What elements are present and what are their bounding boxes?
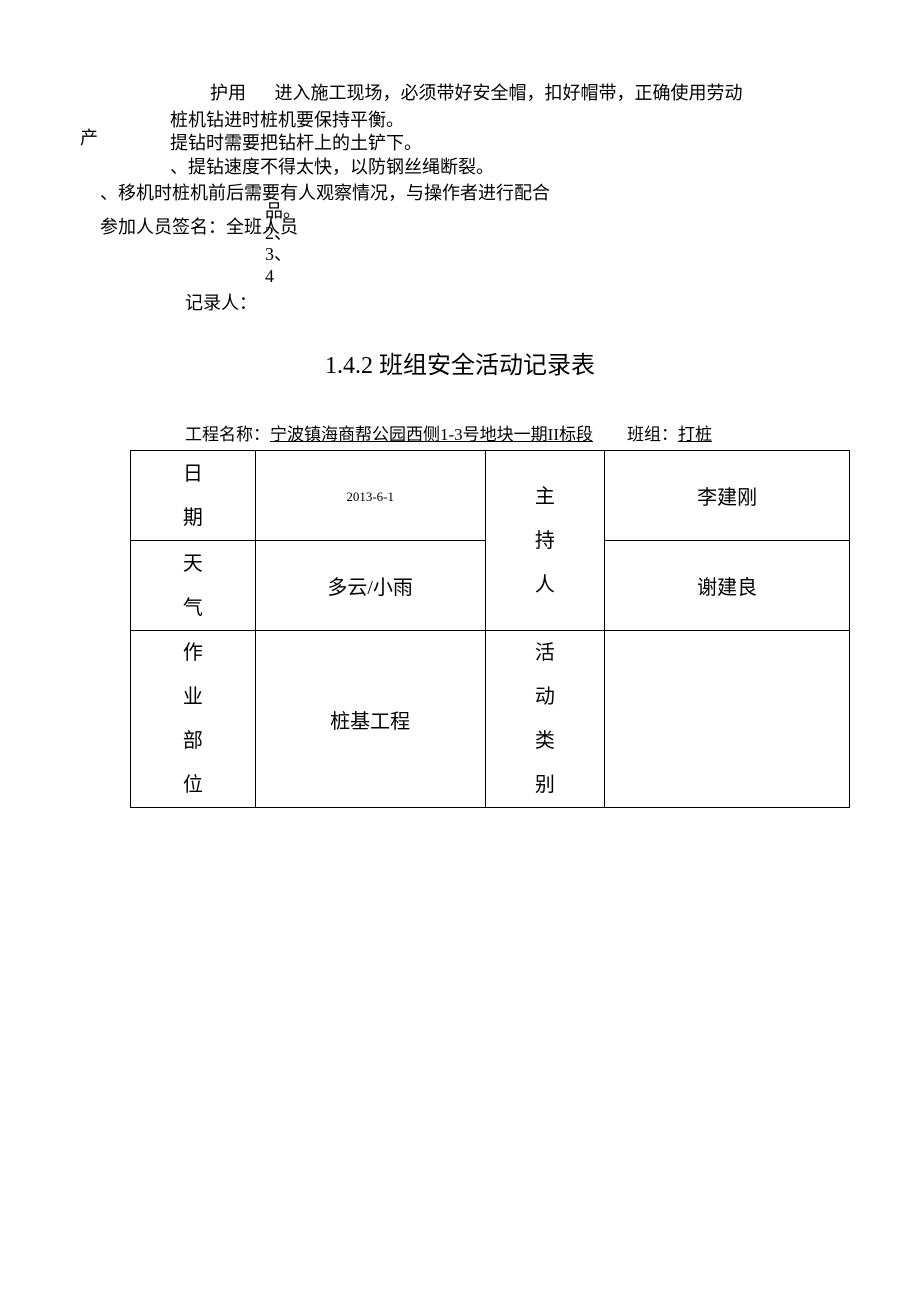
team-value: 打桩 [678,425,712,444]
cell-workpart-label: 作业部位 [131,631,256,808]
weather-label-text: 天气 [131,542,255,630]
cell-host1: 李建刚 [605,451,850,541]
overlap-numbers: 品。 2、 3、 4 [265,201,301,287]
project-value: 宁波镇海商帮公园西侧1-3号地块一期II标段 [270,425,593,444]
cell-activity-value [605,631,850,808]
item5: 、移机时桩机前后需要有人观察情况，与操作者进行配合 [100,179,820,205]
overlap4: 4 [265,266,301,288]
chan: 产 [80,127,98,150]
table-row: 作业部位 桩基工程 活动类别 [131,631,850,808]
cell-workpart-value: 桩基工程 [255,631,485,808]
lines-2-4: 产 品。 2、 3、 4 桩机钻进时桩机要保持平衡。 提钻时需要把钻杆上的土铲下… [100,109,820,179]
workpart-label-text: 作业部位 [131,631,255,807]
date-label-text: 日期 [131,452,255,540]
overlap1: 品。 [265,201,301,223]
table-row: 日期 2013-6-1 主持人 李建刚 [131,451,850,541]
signature-line: 参加人员签名：全班人员 [100,213,820,239]
top-text-block: 护用 进入施工现场，必须带好安全帽，扣好帽带，正确使用劳动 产 品。 2、 3、… [100,80,820,239]
date-value-text: 2013-6-1 [346,489,394,504]
line1-right: 进入施工现场，必须带好安全帽，扣好帽带，正确使用劳动 [275,83,743,103]
item3: 提钻时需要把钻杆上的土铲下。 [170,132,820,155]
item4: 、提钻速度不得太快，以防钢丝绳断裂。 [170,156,820,179]
cell-date-value: 2013-6-1 [255,451,485,541]
cell-host2: 谢建良 [605,541,850,631]
item2: 桩机钻进时桩机要保持平衡。 [170,109,820,132]
project-label: 工程名称： [185,425,270,444]
cell-date-label: 日期 [131,451,256,541]
spacer [593,425,627,444]
cell-host-label: 主持人 [485,451,605,631]
cell-weather-value: 多云/小雨 [255,541,485,631]
line1: 护用 进入施工现场，必须带好安全帽，扣好帽带，正确使用劳动 [210,80,820,107]
host-label-text: 主持人 [486,475,605,607]
cell-weather-label: 天气 [131,541,256,631]
cell-activity-label: 活动类别 [485,631,605,808]
team-label: 班组： [627,425,678,444]
activity-table: 日期 2013-6-1 主持人 李建刚 天气 多云/小雨 谢建良 作业部位 桩基… [130,450,850,808]
overlap3: 3、 [265,244,301,266]
overlap2: 2、 [265,223,301,245]
huYong: 护用 [210,80,270,107]
activity-label-text: 活动类别 [486,631,605,807]
project-line: 工程名称：宁波镇海商帮公园西侧1-3号地块一期II标段 班组：打桩 [185,420,820,445]
page-title: 1.4.2 班组安全活动记录表 [100,345,820,380]
recorder-line: 记录人： [185,289,820,315]
